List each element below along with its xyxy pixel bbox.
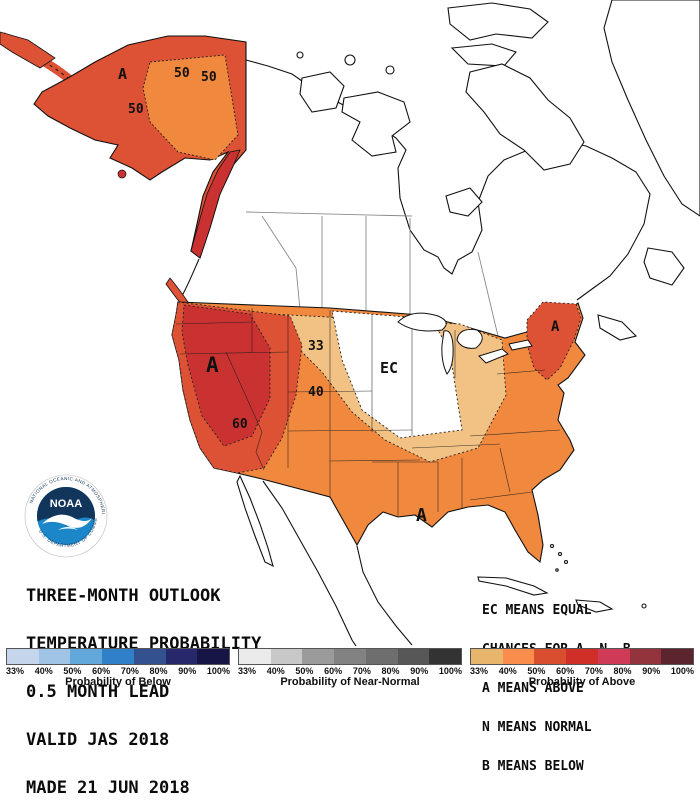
colorbar-tick: 90% bbox=[642, 666, 661, 676]
map-label-ak-50c: 50 bbox=[128, 102, 144, 117]
state-borders bbox=[175, 308, 561, 516]
colorbar-tick: 60% bbox=[556, 666, 575, 676]
noaa-logo-sky bbox=[37, 487, 95, 526]
colorbar-tick: 40% bbox=[498, 666, 517, 676]
canada-coastlines bbox=[178, 0, 700, 341]
mexico-coastlines bbox=[236, 474, 647, 647]
colorbar-segment bbox=[7, 649, 39, 664]
colorbar-below-ticks: 33% 40% 50% 60% 70% 80% 90% 100% bbox=[6, 666, 230, 676]
noaa-gull-wing-icon bbox=[58, 527, 78, 530]
colorbar-segment bbox=[429, 649, 462, 664]
colorbar-segment bbox=[566, 649, 598, 664]
map-label-ak-50b: 50 bbox=[201, 70, 217, 85]
canada-province-borders bbox=[245, 211, 499, 337]
colorbar-above: 33% 40% 50% 60% 70% 80% 90% 100% Probability of… bbox=[470, 648, 694, 688]
title-line: MADE 21 JUN 2018 bbox=[26, 778, 190, 798]
map-label-gulf-a: A bbox=[416, 505, 427, 526]
conus-regions bbox=[171, 301, 586, 564]
colorbar-tick: 70% bbox=[120, 666, 139, 676]
title-line: VALID JAS 2018 bbox=[26, 730, 170, 750]
colorbar-tick: 90% bbox=[410, 666, 429, 676]
west-edge-sliver bbox=[0, 31, 56, 69]
region-alaska-above-40 bbox=[142, 54, 239, 161]
title-line: THREE-MONTH OUTLOOK bbox=[26, 586, 221, 606]
map-label-c-33: 33 bbox=[308, 339, 324, 354]
map-label-ak-a: A bbox=[118, 65, 127, 83]
colorbar-segment bbox=[239, 649, 271, 664]
colorbar-segment bbox=[397, 649, 430, 664]
outlook-map: A 50 50 50 A 33 40 60 EC A A bbox=[0, 0, 700, 647]
colorbar-tick: 90% bbox=[178, 666, 197, 676]
colorbar-segment bbox=[133, 649, 166, 664]
map-label-ak-50a: 50 bbox=[174, 66, 190, 81]
colorbar-tick: 70% bbox=[352, 666, 371, 676]
colorbar-near-normal-swatches bbox=[238, 648, 462, 665]
colorbar-tick: 80% bbox=[149, 666, 168, 676]
colorbar-tick: 70% bbox=[584, 666, 603, 676]
region-west-above-60 bbox=[181, 304, 271, 447]
noaa-logo-text: NOAA bbox=[50, 498, 82, 510]
colorbar-segment bbox=[270, 649, 303, 664]
colorbar-below-swatches bbox=[6, 648, 230, 665]
map-label-c-60: 60 bbox=[232, 417, 248, 432]
colorbar-segment bbox=[471, 649, 503, 664]
map-label-ec: EC bbox=[380, 359, 398, 377]
alaska-region bbox=[0, 31, 247, 309]
legend-line: B MEANS BELOW bbox=[482, 759, 584, 774]
colorbar-tick: 80% bbox=[613, 666, 632, 676]
colorbar-segment bbox=[38, 649, 71, 664]
colorbar-tick: 33% bbox=[470, 666, 489, 676]
great-lakes bbox=[397, 312, 533, 375]
colorbar-segment bbox=[365, 649, 398, 664]
colorbar-segment bbox=[165, 649, 198, 664]
colorbar-tick: 50% bbox=[295, 666, 314, 676]
colorbar-below-caption: Probability of Below bbox=[65, 676, 171, 688]
colorbar-tick: 40% bbox=[266, 666, 285, 676]
colorbar-above-swatches bbox=[470, 648, 694, 665]
colorbar-near-normal-ticks: 33% 40% 50% 60% 70% 80% 90% 100% bbox=[238, 666, 462, 676]
colorbar-tick: 50% bbox=[63, 666, 82, 676]
map-label-ne-a: A bbox=[551, 319, 560, 335]
colorbar-tick: 100% bbox=[670, 666, 694, 676]
region-northeast-above-50 bbox=[526, 301, 582, 381]
colorbar-tick: 40% bbox=[34, 666, 53, 676]
colorbar-segment bbox=[502, 649, 535, 664]
colorbar-segment bbox=[102, 649, 134, 664]
map-label-c-40: 40 bbox=[308, 385, 324, 400]
colorbar-segment bbox=[70, 649, 103, 664]
colorbar-segment bbox=[334, 649, 366, 664]
colorbar-tick: 33% bbox=[238, 666, 257, 676]
map-labels: A 50 50 50 A 33 40 60 EC A A bbox=[118, 65, 560, 526]
colorbar-near-normal-caption: Probability of Near-Normal bbox=[280, 676, 420, 688]
colorbar-tick: 60% bbox=[92, 666, 111, 676]
colorbar-tick: 33% bbox=[6, 666, 25, 676]
colorbar-tick: 100% bbox=[438, 666, 462, 676]
colorbar-below: 33% 40% 50% 60% 70% 80% 90% 100% Probability of… bbox=[6, 648, 230, 688]
noaa-gull-icon bbox=[42, 514, 92, 528]
legend-line: EC MEANS EQUAL bbox=[482, 603, 592, 618]
colorbar-segment bbox=[629, 649, 662, 664]
colorbar-segment bbox=[534, 649, 567, 664]
colorbar-segment bbox=[197, 649, 230, 664]
colorbar-near-normal: 33% 40% 50% 60% 70% 80% 90% 100% Probability of… bbox=[238, 648, 462, 688]
map-label-west-a: A bbox=[206, 353, 219, 377]
region-alaska-panhandle-above-60 bbox=[190, 149, 241, 259]
colorbar-segment bbox=[302, 649, 335, 664]
colorbar-above-ticks: 33% 40% 50% 60% 70% 80% 90% 100% bbox=[470, 666, 694, 676]
colorbar-above-caption: Probability of Above bbox=[528, 676, 636, 688]
colorbar-segment bbox=[597, 649, 630, 664]
colorbar-tick: 50% bbox=[527, 666, 546, 676]
kodiak-island bbox=[117, 169, 127, 179]
colorbar-tick: 80% bbox=[381, 666, 400, 676]
legend-line: N MEANS NORMAL bbox=[482, 720, 592, 735]
colorbar-segment bbox=[661, 649, 694, 664]
probability-colorbars: 33% 40% 50% 60% 70% 80% 90% 100% Probability of… bbox=[0, 648, 700, 688]
noaa-logo: NOAA NATIONAL OCEANIC AND ATMOSPHERIC AD… bbox=[22, 470, 108, 558]
colorbar-tick: 100% bbox=[206, 666, 230, 676]
colorbar-tick: 60% bbox=[324, 666, 343, 676]
